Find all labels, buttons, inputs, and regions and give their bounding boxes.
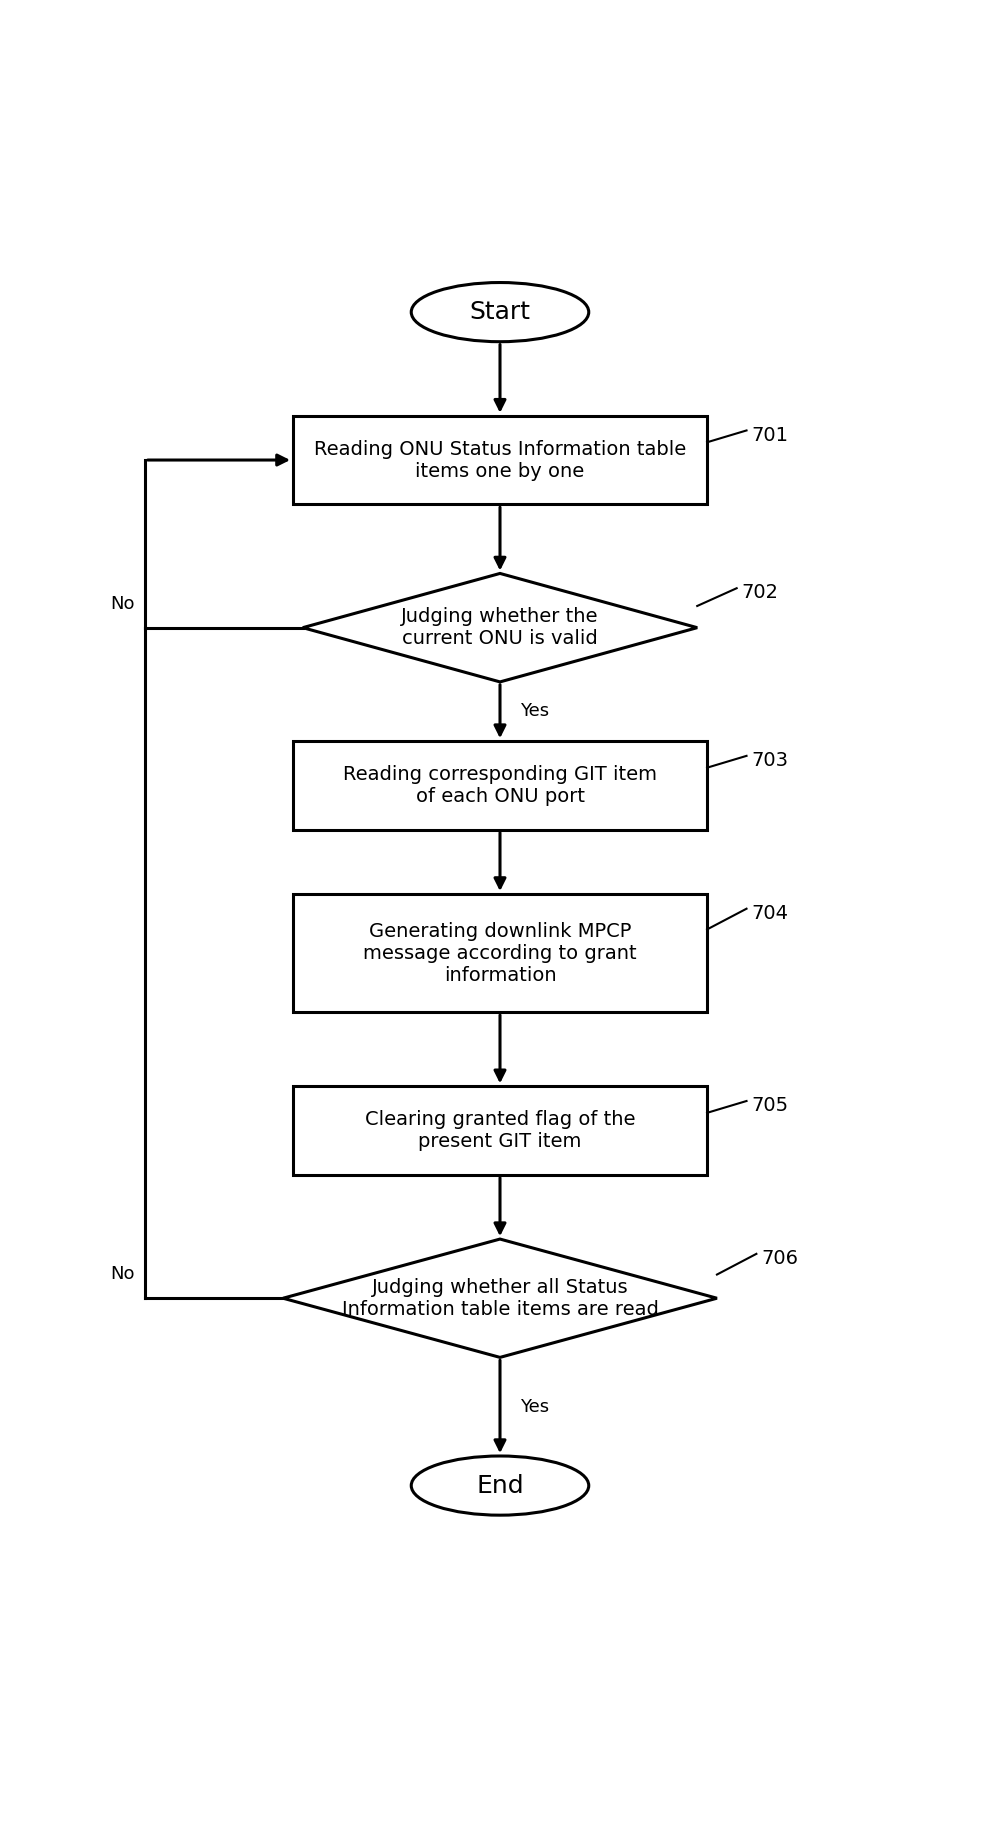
Bar [293, 416, 707, 504]
Text: 704: 704 [751, 903, 788, 924]
Text: Judging whether the
current ONU is valid: Judging whether the current ONU is valid [401, 608, 599, 648]
Text: Reading ONU Status Information table
items one by one: Reading ONU Status Information table ite… [314, 440, 686, 480]
Text: No: No [111, 1265, 135, 1284]
Text: Start: Start [470, 299, 530, 323]
Text: Clearing granted flag of the
present GIT item: Clearing granted flag of the present GIT… [365, 1110, 635, 1151]
Text: Generating downlink MPCP
message according to grant
information: Generating downlink MPCP message accordi… [363, 922, 637, 984]
Text: Yes: Yes [520, 1398, 549, 1415]
Text: 702: 702 [742, 584, 779, 602]
Text: No: No [111, 595, 135, 613]
Text: Yes: Yes [520, 702, 549, 720]
Text: 705: 705 [751, 1095, 789, 1116]
Bar [293, 1086, 707, 1175]
Bar [293, 741, 707, 829]
Text: End: End [476, 1474, 524, 1498]
Text: 701: 701 [751, 425, 788, 445]
Text: 703: 703 [751, 752, 788, 770]
Text: Reading corresponding GIT item
of each ONU port: Reading corresponding GIT item of each O… [343, 765, 657, 805]
Text: 706: 706 [761, 1249, 798, 1267]
Text: Judging whether all Status
Information table items are read: Judging whether all Status Information t… [342, 1278, 658, 1319]
Bar [293, 894, 707, 1012]
